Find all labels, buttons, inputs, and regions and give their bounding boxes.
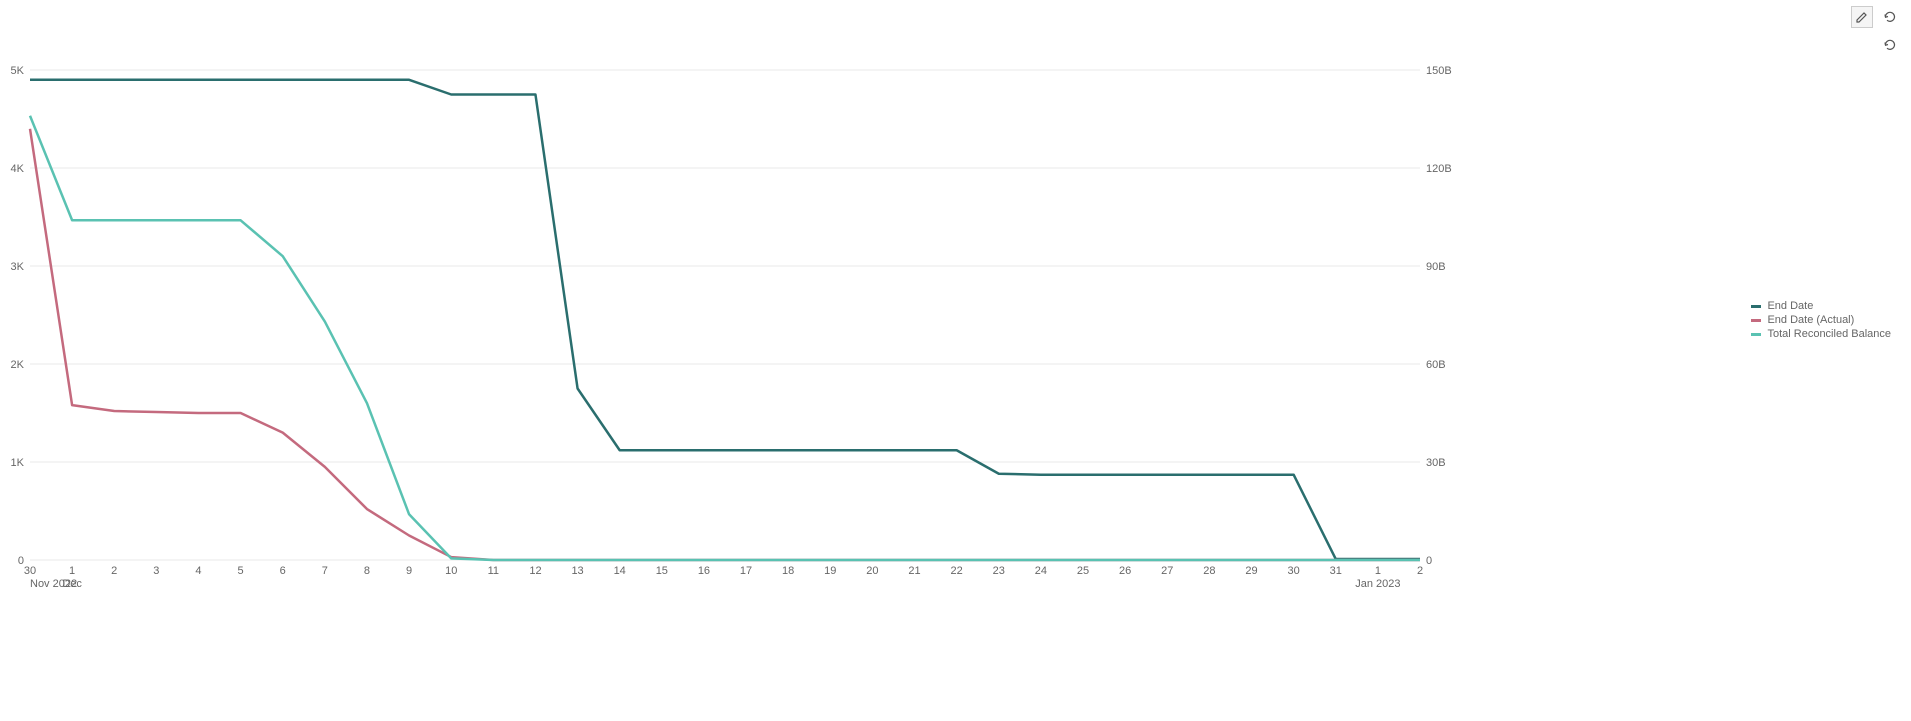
legend-swatch: [1751, 319, 1761, 322]
refresh-button[interactable]: [1879, 6, 1901, 28]
svg-text:26: 26: [1119, 565, 1131, 577]
legend-item[interactable]: End Date (Actual): [1751, 314, 1891, 326]
svg-text:60B: 60B: [1426, 359, 1446, 371]
legend-label: End Date (Actual): [1767, 314, 1854, 326]
svg-text:1K: 1K: [11, 457, 25, 469]
svg-text:1: 1: [69, 565, 75, 577]
svg-text:12: 12: [529, 565, 541, 577]
refresh-icon: [1883, 38, 1897, 52]
svg-text:22: 22: [951, 565, 963, 577]
legend-item[interactable]: End Date: [1751, 300, 1891, 312]
svg-text:19: 19: [824, 565, 836, 577]
svg-text:21: 21: [908, 565, 920, 577]
svg-text:1: 1: [1375, 565, 1381, 577]
toolbar-top: [1851, 6, 1901, 28]
svg-text:2: 2: [111, 565, 117, 577]
svg-text:5K: 5K: [11, 65, 25, 77]
refresh-icon: [1883, 10, 1897, 24]
svg-text:3K: 3K: [11, 261, 25, 273]
svg-text:30B: 30B: [1426, 457, 1446, 469]
svg-text:27: 27: [1161, 565, 1173, 577]
legend-label: End Date: [1767, 300, 1813, 312]
chart-container: 01K2K3K4K5K030B60B90B120B150B30123456789…: [0, 0, 1911, 721]
svg-text:30: 30: [24, 565, 36, 577]
svg-text:9: 9: [406, 565, 412, 577]
svg-text:15: 15: [656, 565, 668, 577]
svg-text:4K: 4K: [11, 163, 25, 175]
svg-text:14: 14: [614, 565, 626, 577]
svg-text:2K: 2K: [11, 359, 25, 371]
svg-text:6: 6: [280, 565, 286, 577]
svg-text:30: 30: [1288, 565, 1300, 577]
svg-text:28: 28: [1203, 565, 1215, 577]
svg-text:Dec: Dec: [62, 578, 82, 590]
svg-text:29: 29: [1245, 565, 1257, 577]
svg-text:16: 16: [698, 565, 710, 577]
refresh-button-2[interactable]: [1879, 34, 1901, 56]
svg-text:8: 8: [364, 565, 370, 577]
svg-text:17: 17: [740, 565, 752, 577]
svg-text:Jan 2023: Jan 2023: [1355, 578, 1400, 590]
svg-text:120B: 120B: [1426, 163, 1452, 175]
legend-item[interactable]: Total Reconciled Balance: [1751, 328, 1891, 340]
svg-text:25: 25: [1077, 565, 1089, 577]
svg-text:7: 7: [322, 565, 328, 577]
svg-text:31: 31: [1330, 565, 1342, 577]
legend-swatch: [1751, 305, 1761, 308]
legend-label: Total Reconciled Balance: [1767, 328, 1891, 340]
svg-text:24: 24: [1035, 565, 1047, 577]
svg-text:3: 3: [153, 565, 159, 577]
svg-text:150B: 150B: [1426, 65, 1452, 77]
svg-text:23: 23: [993, 565, 1005, 577]
legend-swatch: [1751, 333, 1761, 336]
svg-text:2: 2: [1417, 565, 1423, 577]
svg-text:20: 20: [866, 565, 878, 577]
svg-text:10: 10: [445, 565, 457, 577]
svg-text:4: 4: [195, 565, 201, 577]
legend: End Date End Date (Actual) Total Reconcile…: [1751, 300, 1891, 342]
svg-text:18: 18: [782, 565, 794, 577]
pencil-icon: [1855, 10, 1869, 24]
toolbar-secondary: [1879, 34, 1901, 56]
svg-text:0: 0: [1426, 555, 1432, 567]
svg-text:11: 11: [488, 565, 499, 577]
svg-text:5: 5: [238, 565, 244, 577]
svg-text:13: 13: [571, 565, 583, 577]
edit-button[interactable]: [1851, 6, 1873, 28]
svg-text:90B: 90B: [1426, 261, 1446, 273]
line-chart: 01K2K3K4K5K030B60B90B120B150B30123456789…: [0, 60, 1560, 600]
